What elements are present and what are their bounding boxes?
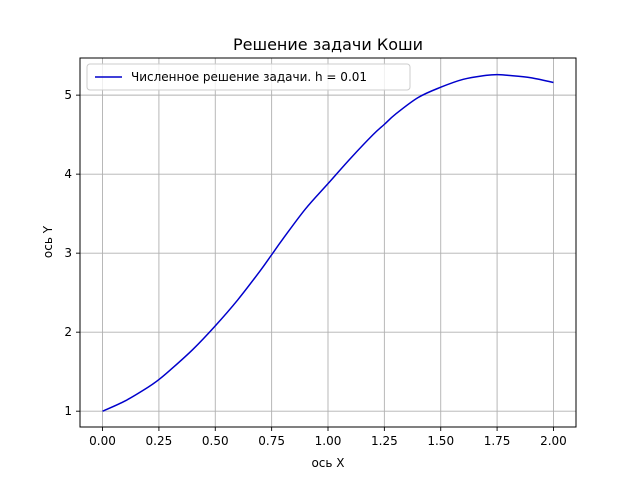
y-tick-label: 1 [64, 404, 72, 418]
x-tick-label: 1.75 [484, 434, 511, 448]
x-tick-label: 1.50 [427, 434, 454, 448]
legend-label: Численное решение задачи. h = 0.01 [131, 70, 367, 84]
y-tick-label: 4 [64, 167, 72, 181]
legend: Численное решение задачи. h = 0.01 [86, 63, 411, 91]
y-axis-label: ось Y [41, 225, 55, 258]
y-axis: 1 2 3 4 5 [64, 88, 80, 418]
x-tick-label: 0.25 [146, 434, 173, 448]
y-tick-label: 2 [64, 325, 72, 339]
chart-title: Решение задачи Коши [233, 35, 423, 54]
series-line [102, 73, 554, 412]
y-tick-label: 5 [64, 88, 72, 102]
x-tick-label: 0.00 [89, 434, 116, 448]
x-axis-label: ось X [311, 456, 344, 470]
series-layer [102, 73, 554, 412]
x-tick-label: 0.50 [202, 434, 229, 448]
legend-box [86, 63, 411, 91]
x-tick-label: 1.00 [315, 434, 342, 448]
x-axis: 0.00 0.25 0.50 0.75 1.00 1.25 1.50 1.75 2.00 [89, 427, 567, 448]
x-tick-label: 0.75 [258, 434, 285, 448]
x-tick-label: 1.25 [371, 434, 398, 448]
grid [80, 58, 576, 427]
y-tick-label: 3 [64, 246, 72, 260]
x-tick-label: 2.00 [540, 434, 567, 448]
